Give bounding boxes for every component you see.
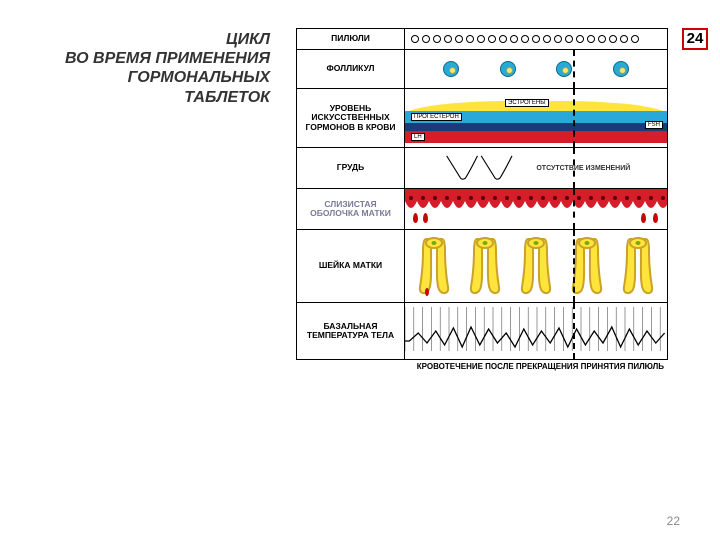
label-fsh: FSH [645, 121, 663, 129]
row-follicle: ФОЛЛИКУЛ [297, 50, 667, 89]
follicle-dot [613, 61, 629, 77]
band-fsh [405, 123, 667, 131]
temperature-graphic [405, 303, 667, 359]
cervix-icon [518, 235, 554, 297]
pill-dot [444, 35, 452, 43]
label-pills: ПИЛЮЛИ [297, 29, 405, 49]
title-line: ГОРМОНАЛЬНЫХ [128, 69, 270, 86]
cycle-number-badge: 24 [682, 28, 708, 50]
footer-note: КРОВОТЕЧЕНИЕ ПОСЛЕ ПРЕКРАЩЕНИЯ ПРИНЯТИЯ … [296, 362, 668, 371]
label-temperature: БАЗАЛЬНАЯ ТЕМПЕРАТУРА ТЕЛА [297, 303, 405, 359]
pill-dot [620, 35, 628, 43]
pill-dot [554, 35, 562, 43]
label-lining: СЛИЗИСТАЯ ОБОЛОЧКА МАТКИ [297, 189, 405, 229]
cycle-divider [573, 50, 575, 88]
pills-track [405, 29, 667, 49]
cycle-table: ПИЛЮЛИ ФОЛЛИКУЛ УРОВЕНЬ ИСКУССТВЕННЫХ ГО… [296, 28, 668, 360]
cervix-icon [620, 235, 656, 297]
pill-dot [510, 35, 518, 43]
hormones-chart: ЭСТРОГЕНЫ ПРОГЕСТЕРОН FSH LH [405, 89, 667, 147]
row-temperature: БАЗАЛЬНАЯ ТЕМПЕРАТУРА ТЕЛА [297, 303, 667, 359]
pill-dot [477, 35, 485, 43]
pill-dot [576, 35, 584, 43]
lining-track [405, 189, 667, 229]
page-title: ЦИКЛ ВО ВРЕМЯ ПРИМЕНЕНИЯ ГОРМОНАЛЬНЫХ ТА… [10, 30, 270, 107]
title-line: ВО ВРЕМЯ ПРИМЕНЕНИЯ [65, 50, 270, 67]
follicle-dot [500, 61, 516, 77]
pill-dot [422, 35, 430, 43]
pill-dot [499, 35, 507, 43]
label-follicle: ФОЛЛИКУЛ [297, 50, 405, 88]
label-cervix: ШЕЙКА МАТКИ [297, 230, 405, 302]
pill-dot [521, 35, 529, 43]
blood-drop-icon [653, 213, 658, 223]
row-cervix: ШЕЙКА МАТКИ [297, 230, 667, 303]
row-lining: СЛИЗИСТАЯ ОБОЛОЧКА МАТКИ [297, 189, 667, 230]
pill-dot [631, 35, 639, 43]
label-progesterone: ПРОГЕСТЕРОН [411, 113, 462, 121]
title-line: ЦИКЛ [226, 31, 270, 48]
label-estrogen: ЭСТРОГЕНЫ [505, 99, 549, 107]
page-number: 22 [667, 514, 680, 528]
cycle-divider [573, 189, 575, 229]
breast-track: ОТСУТСТВИЕ ИЗМЕНЕНИЙ [405, 148, 667, 188]
temperature-chart [405, 303, 667, 359]
pill-dot [411, 35, 419, 43]
cycle-divider [573, 89, 575, 147]
follicle-dot [556, 61, 572, 77]
follicle-dot [443, 61, 459, 77]
row-hormones: УРОВЕНЬ ИСКУССТВЕННЫХ ГОРМОНОВ В КРОВИ Э… [297, 89, 667, 148]
title-line: ТАБЛЕТОК [184, 89, 270, 106]
cycle-divider [573, 148, 575, 188]
cycle-divider [573, 230, 575, 302]
cervix-track [405, 230, 667, 302]
row-pills: ПИЛЮЛИ [297, 29, 667, 50]
blood-drop-icon [413, 213, 418, 223]
band-lh [405, 131, 667, 143]
cervix-icon [416, 235, 452, 297]
blood-drop-icon [423, 213, 428, 223]
pill-dot [543, 35, 551, 43]
row-breast: ГРУДЬ ОТСУТСТВИЕ ИЗМЕНЕНИЙ [297, 148, 667, 189]
pill-dot [598, 35, 606, 43]
breast-icon [442, 154, 517, 182]
pill-dot [433, 35, 441, 43]
pill-dot [488, 35, 496, 43]
cycle-divider [573, 303, 575, 359]
pill-dot [455, 35, 463, 43]
breast-note: ОТСУТСТВИЕ ИЗМЕНЕНИЙ [536, 165, 630, 172]
pill-dot [565, 35, 573, 43]
pill-dot [532, 35, 540, 43]
pill-dot [466, 35, 474, 43]
label-breast: ГРУДЬ [297, 148, 405, 188]
blood-drop-icon [641, 213, 646, 223]
cervix-icon [467, 235, 503, 297]
follicle-track [405, 50, 667, 88]
lining-graphic [405, 189, 667, 229]
pill-dot [609, 35, 617, 43]
label-lh: LH [411, 133, 425, 141]
label-hormones: УРОВЕНЬ ИСКУССТВЕННЫХ ГОРМОНОВ В КРОВИ [297, 89, 405, 147]
pill-dot [587, 35, 595, 43]
